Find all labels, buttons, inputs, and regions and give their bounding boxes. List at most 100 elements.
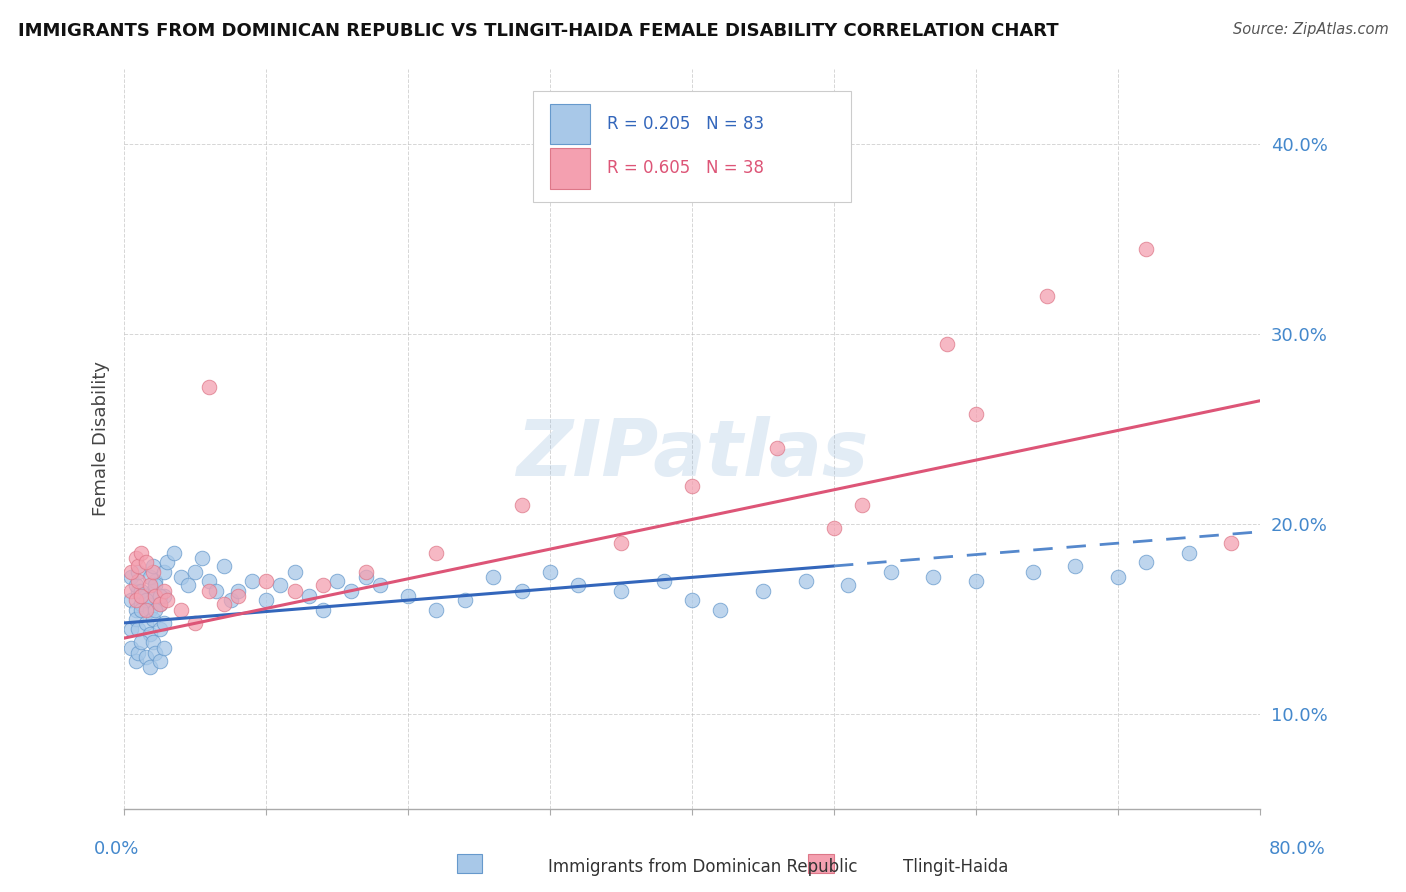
Point <box>567 578 589 592</box>
Point <box>134 602 156 616</box>
Point <box>354 570 377 584</box>
Point <box>254 574 277 589</box>
Point <box>145 646 167 660</box>
Point <box>153 615 176 630</box>
Point <box>1064 558 1087 573</box>
Point <box>340 583 363 598</box>
Point <box>139 659 162 673</box>
Point <box>198 583 221 598</box>
Point <box>145 590 167 604</box>
Point <box>610 583 633 598</box>
Point <box>283 583 305 598</box>
Point <box>425 602 447 616</box>
Point <box>368 578 391 592</box>
Point <box>142 558 165 573</box>
Point <box>127 574 149 589</box>
Point <box>156 555 179 569</box>
Text: R = 0.205   N = 83: R = 0.205 N = 83 <box>607 115 763 133</box>
Point <box>312 578 335 592</box>
Point <box>149 654 172 668</box>
Point <box>134 615 156 630</box>
Point <box>184 615 207 630</box>
Point <box>922 570 945 584</box>
Point <box>124 593 146 607</box>
Bar <box>457 854 482 873</box>
Point <box>153 590 176 604</box>
Point <box>837 578 859 592</box>
Point <box>198 380 221 394</box>
Point <box>794 574 817 589</box>
Text: IMMIGRANTS FROM DOMINICAN REPUBLIC VS TLINGIT-HAIDA FEMALE DISABILITY CORRELATIO: IMMIGRANTS FROM DOMINICAN REPUBLIC VS TL… <box>18 22 1059 40</box>
Bar <box>550 103 589 145</box>
Point <box>219 593 242 607</box>
Point <box>454 593 477 607</box>
Point <box>153 583 176 598</box>
Point <box>163 546 186 560</box>
Point <box>823 521 845 535</box>
Point <box>134 590 156 604</box>
Point <box>129 635 152 649</box>
Point <box>212 558 235 573</box>
Point <box>482 570 505 584</box>
Point <box>1021 565 1043 579</box>
Point <box>127 583 149 598</box>
Point <box>177 578 200 592</box>
Point <box>851 498 873 512</box>
Point <box>156 593 179 607</box>
Point <box>129 597 152 611</box>
Text: 0.0%: 0.0% <box>94 840 139 858</box>
Point <box>709 602 731 616</box>
Text: Source: ZipAtlas.com: Source: ZipAtlas.com <box>1233 22 1389 37</box>
Point <box>153 640 176 655</box>
Point <box>145 602 167 616</box>
Point <box>134 555 156 569</box>
Point <box>124 602 146 616</box>
Point <box>153 565 176 579</box>
Point <box>396 590 419 604</box>
Point <box>139 570 162 584</box>
Point <box>139 602 162 616</box>
Point <box>283 565 305 579</box>
Point <box>145 578 167 592</box>
Point <box>127 622 149 636</box>
Point <box>1178 546 1201 560</box>
Text: Immigrants from Dominican Republic: Immigrants from Dominican Republic <box>548 858 858 876</box>
Point <box>127 558 149 573</box>
Point <box>965 407 987 421</box>
Point <box>191 551 214 566</box>
Text: Tlingit-Haida: Tlingit-Haida <box>904 858 1008 876</box>
Point <box>510 583 533 598</box>
Point <box>145 574 167 589</box>
Point <box>198 574 221 589</box>
Point <box>936 336 959 351</box>
Point <box>124 578 146 592</box>
Point <box>226 590 249 604</box>
Point <box>538 565 561 579</box>
Bar <box>808 854 834 873</box>
Point <box>127 646 149 660</box>
Point <box>879 565 901 579</box>
Point <box>205 583 228 598</box>
Point <box>120 570 142 584</box>
Point <box>312 602 335 616</box>
Point <box>129 546 152 560</box>
Point <box>120 622 142 636</box>
Point <box>326 574 349 589</box>
Point <box>124 551 146 566</box>
Point <box>184 565 207 579</box>
Point <box>134 650 156 665</box>
Point <box>142 565 165 579</box>
Point <box>149 597 172 611</box>
Point <box>610 536 633 550</box>
Point <box>142 612 165 626</box>
Point <box>120 583 142 598</box>
FancyBboxPatch shape <box>533 91 851 202</box>
Point <box>129 583 152 598</box>
Point <box>149 590 172 604</box>
Point <box>127 565 149 579</box>
Point <box>240 574 263 589</box>
Point <box>149 622 172 636</box>
Point <box>129 590 152 604</box>
Bar <box>550 148 589 189</box>
Point <box>124 612 146 626</box>
